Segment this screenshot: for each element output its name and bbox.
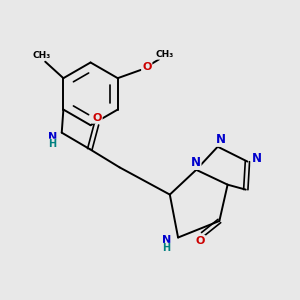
Text: H: H — [48, 139, 56, 149]
Text: H: H — [162, 243, 171, 253]
Text: CH₃: CH₃ — [33, 51, 51, 60]
Text: N: N — [190, 156, 201, 169]
Text: N: N — [252, 152, 262, 165]
Text: N: N — [162, 235, 171, 245]
Text: O: O — [142, 61, 152, 72]
Text: N: N — [48, 132, 57, 142]
Text: N: N — [216, 133, 226, 146]
Text: O: O — [196, 236, 205, 246]
Text: O: O — [92, 113, 102, 123]
Text: CH₃: CH₃ — [156, 50, 174, 59]
